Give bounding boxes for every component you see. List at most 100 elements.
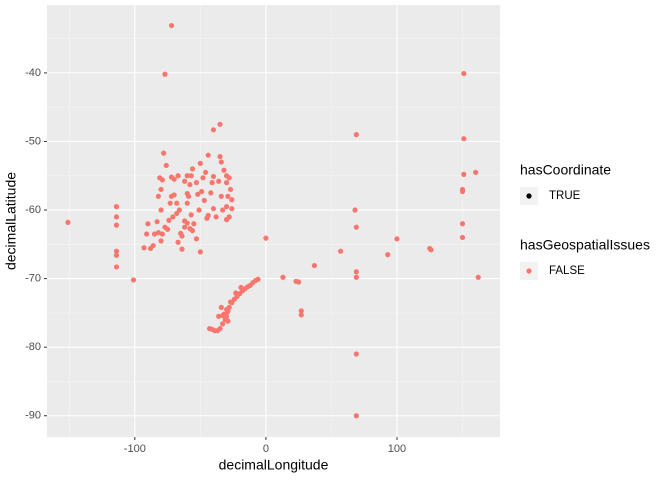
point — [158, 207, 164, 213]
point — [189, 228, 196, 234]
point — [141, 245, 147, 251]
point — [216, 313, 222, 319]
point — [220, 207, 226, 213]
point — [184, 190, 190, 197]
point — [218, 304, 224, 310]
legend-title: hasGeospatialIssues — [520, 237, 650, 253]
point — [205, 152, 211, 158]
point — [218, 159, 224, 165]
point — [144, 231, 150, 237]
point — [459, 188, 466, 195]
point — [216, 178, 222, 184]
point — [394, 236, 400, 242]
point — [163, 162, 169, 169]
point — [225, 193, 231, 199]
point — [385, 252, 391, 258]
point — [179, 246, 185, 252]
point — [155, 230, 162, 236]
legend-label: FALSE — [549, 265, 585, 277]
point — [353, 132, 359, 138]
point — [229, 206, 235, 212]
point — [298, 312, 304, 318]
point — [220, 321, 226, 327]
point — [461, 171, 467, 177]
point — [200, 175, 206, 181]
point — [353, 351, 359, 357]
point — [162, 224, 168, 230]
point — [196, 207, 202, 213]
point — [166, 217, 172, 223]
point — [210, 127, 217, 133]
point — [223, 204, 230, 210]
point — [147, 245, 154, 252]
point — [199, 188, 205, 195]
point — [113, 264, 120, 270]
point — [168, 22, 175, 29]
point — [184, 200, 190, 206]
point — [203, 169, 209, 175]
point — [223, 306, 230, 313]
point — [221, 167, 227, 173]
point — [184, 220, 190, 226]
legend-marker — [526, 193, 532, 199]
point — [195, 191, 201, 197]
point — [255, 276, 261, 282]
point — [113, 252, 120, 258]
point — [205, 212, 211, 219]
point — [428, 247, 434, 253]
point — [162, 71, 168, 77]
y-tick-label: -60 — [25, 204, 41, 216]
point — [296, 279, 302, 285]
point — [461, 70, 467, 77]
point — [191, 221, 197, 227]
point — [182, 178, 188, 184]
point — [154, 219, 160, 225]
point — [473, 169, 479, 175]
point — [238, 284, 244, 291]
point — [210, 206, 217, 212]
point — [170, 214, 176, 220]
y-tick-label: -50 — [25, 135, 41, 147]
point — [217, 326, 223, 332]
point — [65, 219, 71, 225]
point — [311, 262, 317, 269]
point — [459, 234, 466, 241]
y-tick-label: -40 — [25, 67, 41, 79]
point — [201, 197, 207, 204]
point — [223, 180, 230, 186]
point — [209, 180, 215, 186]
point — [158, 186, 164, 193]
point — [475, 274, 481, 280]
point — [223, 217, 230, 223]
point — [263, 235, 269, 241]
point — [168, 193, 175, 199]
point — [298, 308, 304, 314]
legend-label: TRUE — [549, 190, 581, 202]
point — [208, 190, 214, 196]
point — [189, 166, 196, 172]
y-tick-label: -90 — [25, 410, 41, 422]
y-tick-label: -80 — [25, 341, 41, 353]
point — [210, 173, 217, 180]
point — [338, 248, 344, 254]
point — [459, 221, 466, 227]
point — [155, 193, 162, 199]
point — [217, 121, 223, 127]
point — [113, 214, 120, 220]
point — [174, 210, 180, 217]
point — [227, 186, 234, 193]
point — [280, 274, 286, 280]
point — [197, 160, 203, 166]
point — [113, 204, 120, 210]
point — [213, 214, 219, 220]
point — [193, 180, 200, 186]
legend-marker — [526, 268, 532, 274]
point — [226, 175, 232, 181]
point — [145, 221, 151, 227]
point — [229, 197, 235, 203]
point — [227, 299, 234, 305]
point — [218, 193, 224, 199]
point — [171, 176, 177, 182]
point — [225, 318, 231, 324]
